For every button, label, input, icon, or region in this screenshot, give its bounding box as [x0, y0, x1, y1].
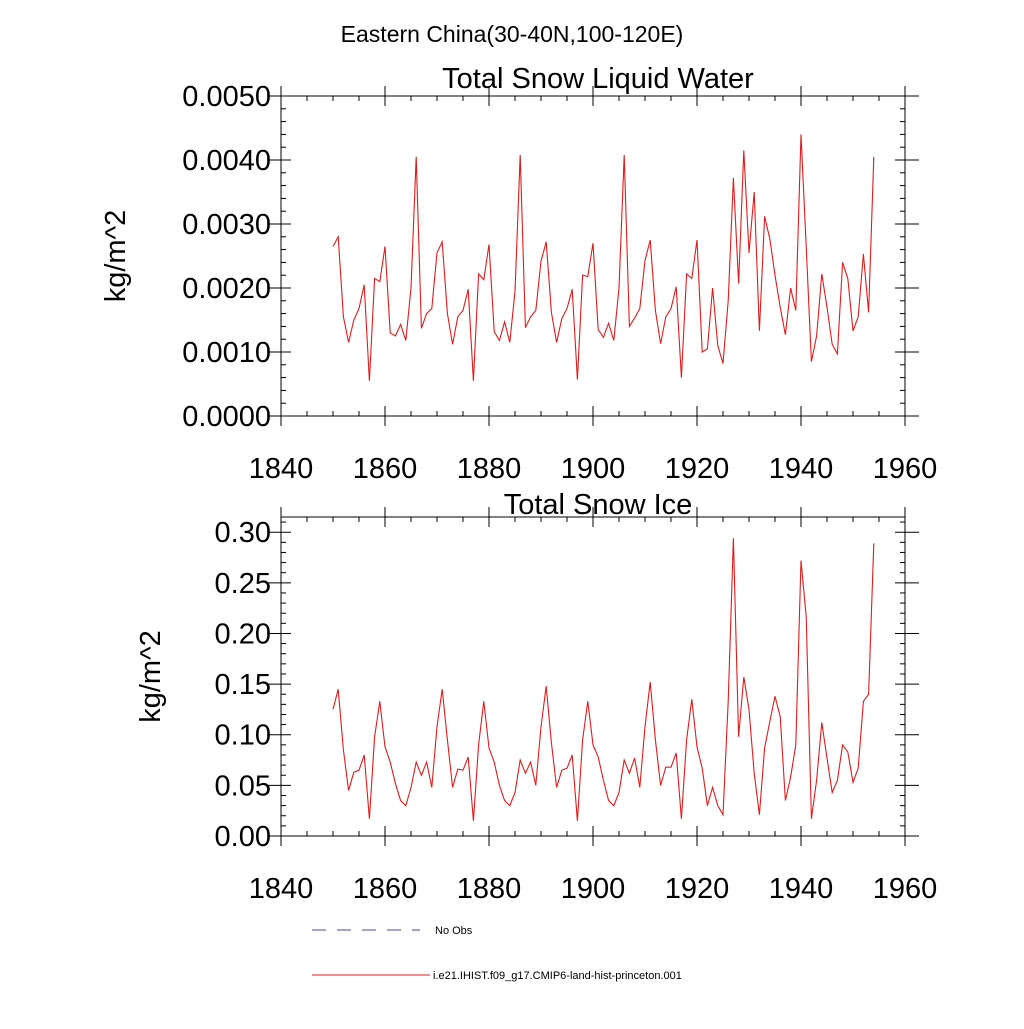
plot-frame — [281, 96, 905, 416]
x-tick-label: 1920 — [665, 453, 730, 485]
x-tick-label: 1900 — [561, 873, 626, 905]
series-line — [333, 538, 874, 821]
y-tick-label: 0.0020 — [182, 273, 271, 305]
y-tick-label: 0.05 — [215, 770, 271, 802]
x-tick-label: 1960 — [873, 873, 938, 905]
page-title: Eastern China(30-40N,100-120E) — [341, 21, 684, 47]
legend-obs-label: No Obs — [435, 925, 473, 937]
chart-snow-ice: Total Snow Ice kg/m^2 1840 1860 1880 1900 1920… — [135, 489, 937, 905]
x-tick-label: 1880 — [457, 453, 522, 485]
y-tick-label: 0.10 — [215, 720, 271, 752]
chart-title: Total Snow Ice — [504, 489, 693, 521]
x-tick-label: 1940 — [769, 453, 834, 485]
y-tick-label: 0.0000 — [182, 401, 271, 433]
legend-model-label: i.e21.IHIST.f09_g17.CMIP6-land-hist-prin… — [433, 970, 682, 982]
y-tick-label: 0.20 — [215, 618, 271, 650]
y-tick-label: 0.0050 — [182, 81, 271, 113]
x-tick-label: 1860 — [353, 873, 418, 905]
plot-frame — [281, 517, 905, 836]
y-tick-label: 0.15 — [215, 669, 271, 701]
y-tick-label: 0.30 — [215, 517, 271, 549]
y-tick-label: 0.25 — [215, 568, 271, 600]
legend: No Obs i.e21.IHIST.f09_g17.CMIP6-land-hi… — [312, 925, 682, 982]
y-axis-label: kg/m^2 — [135, 630, 167, 723]
x-tick-label: 1900 — [561, 453, 626, 485]
series-line — [333, 134, 874, 380]
y-axis-label: kg/m^2 — [100, 210, 132, 303]
x-tick-label: 1920 — [665, 873, 730, 905]
x-tick-label: 1940 — [769, 873, 834, 905]
x-tick-label: 1880 — [457, 873, 522, 905]
x-tick-label: 1840 — [249, 453, 314, 485]
x-tick-label: 1960 — [873, 453, 938, 485]
x-tick-label: 1840 — [249, 873, 314, 905]
x-tick-label: 1860 — [353, 453, 418, 485]
y-tick-label: 0.0030 — [182, 209, 271, 241]
y-tick-label: 0.0010 — [182, 337, 271, 369]
y-tick-label: 0.00 — [215, 821, 271, 853]
y-tick-label: 0.0040 — [182, 145, 271, 177]
